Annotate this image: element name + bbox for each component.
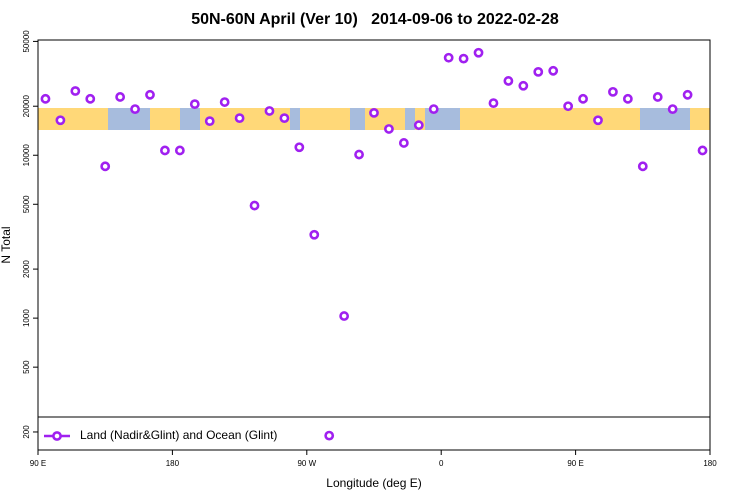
point [174, 145, 185, 156]
map-band [38, 108, 710, 130]
y-tick-label: 2000 [22, 260, 31, 278]
chart-title: 50N-60N April (Ver 10) 2014-09-06 to 202… [191, 11, 559, 28]
point [384, 124, 394, 134]
y-tick-label: 5000 [22, 195, 31, 213]
x-tick-label: 90 W [297, 459, 316, 468]
y-axis-label: N Total [0, 226, 13, 263]
y-tick-label: 10000 [22, 144, 31, 167]
y-tick-label: 500 [22, 360, 31, 374]
point [339, 311, 350, 321]
x-tick-label: 180 [166, 459, 180, 468]
point [697, 145, 708, 156]
point [369, 107, 379, 118]
point [488, 98, 499, 109]
point [443, 52, 454, 63]
point [55, 115, 66, 126]
point [593, 115, 603, 126]
point [204, 116, 215, 127]
point [652, 92, 663, 102]
point [398, 138, 409, 148]
point [637, 161, 648, 172]
x-tick-label: 0 [439, 459, 444, 468]
point [219, 97, 230, 107]
point [622, 93, 633, 104]
x-tick-label: 90 E [30, 459, 46, 468]
point [40, 93, 51, 104]
point [324, 430, 335, 441]
point [503, 76, 514, 86]
point [354, 149, 364, 160]
point [70, 86, 81, 96]
x-tick-label: 180 [703, 459, 717, 468]
point [563, 101, 574, 112]
point [189, 99, 200, 110]
point [518, 80, 529, 91]
x-tick-label: 90 E [567, 459, 583, 468]
point [264, 106, 275, 116]
point [100, 161, 111, 172]
point [473, 47, 484, 58]
legend-label: Land (Nadir&Glint) and Ocean (Glint) [80, 428, 277, 442]
point [608, 86, 618, 97]
y-tick-label: 20000 [22, 95, 31, 118]
point [279, 113, 290, 124]
point [115, 92, 126, 102]
point [249, 200, 260, 211]
point [294, 142, 305, 153]
y-tick-label: 1000 [22, 309, 31, 327]
y-tick-label: 200 [22, 425, 31, 439]
point [413, 120, 424, 131]
point [234, 113, 245, 124]
point [533, 66, 544, 77]
point [145, 89, 155, 100]
point [130, 104, 140, 115]
point [667, 104, 678, 115]
point [85, 93, 96, 104]
point [682, 89, 693, 100]
plot-frame [37, 39, 711, 451]
point [578, 93, 588, 104]
point [428, 104, 439, 115]
point [309, 229, 320, 240]
y-tick-label: 50000 [22, 30, 31, 53]
point [548, 65, 559, 76]
point [160, 145, 170, 156]
x-axis-label: Longitude (deg E) [326, 476, 421, 490]
legend-marker [52, 431, 62, 441]
point [458, 53, 469, 64]
